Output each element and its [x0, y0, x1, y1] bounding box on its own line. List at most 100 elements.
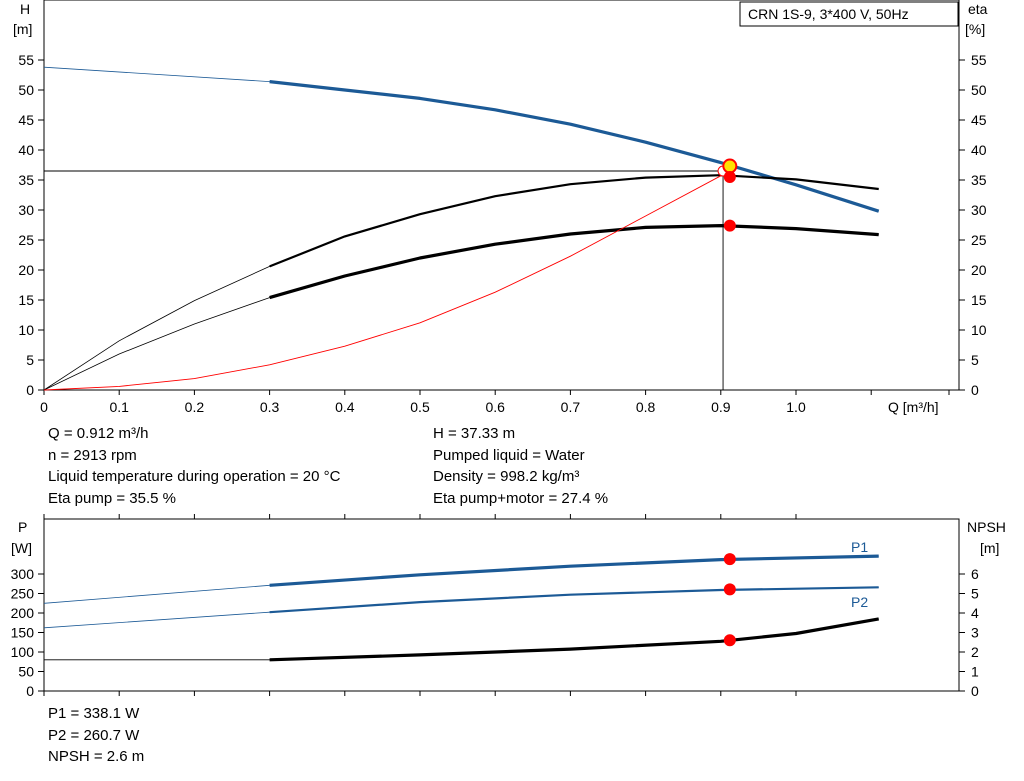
top-y-tick-label-right: 50 [971, 82, 987, 98]
info-head: H = 37.33 m [433, 425, 516, 442]
top-y-tick-label-left: 50 [18, 82, 34, 98]
bottom-y-tick-label-left: 200 [11, 605, 35, 621]
top-y-tick-label-left: 25 [18, 232, 34, 248]
curve-H-thin [43, 66, 879, 212]
info-npsh: NPSH = 2.6 m [48, 748, 145, 765]
bottom-y-tick-label-left: 50 [18, 664, 34, 680]
bottom-y-tick-label-left: 0 [26, 683, 34, 699]
bottom-y2-tick-label-right: 5 [971, 586, 979, 602]
curve-p2 [269, 586, 879, 614]
info-flow: Q = 0.912 m³/h [48, 425, 149, 442]
info-density: Density = 998.2 kg/m³ [433, 468, 580, 485]
top-y-tick-label-left: 35 [18, 172, 34, 188]
bottom-y-tick-label-left: 250 [11, 586, 35, 602]
bottom-operating-markers [723, 553, 736, 647]
top-y-tick-label-right: 0 [971, 382, 979, 398]
top-x-tick-label: 0.1 [109, 399, 129, 415]
bottom-y2-tick-label-right: 6 [971, 566, 979, 582]
bottom-y2-tick-label-right: 3 [971, 625, 979, 641]
npsh-marker [723, 634, 736, 647]
bottom-y-tick-label-left: 300 [11, 566, 35, 582]
top-y-tick-label-right: 25 [971, 232, 987, 248]
top-y-tick-label-left: 30 [18, 202, 34, 218]
top-x-tick-label: 0.3 [260, 399, 280, 415]
top-left-axis-title: H [20, 1, 30, 17]
bottom-grid [38, 514, 965, 696]
bottom-plot-frame [43, 518, 960, 692]
top-y-tick-label-right: 45 [971, 112, 987, 128]
top-y-tick-label-left: 20 [18, 262, 34, 278]
top-grid [38, 59, 965, 395]
curve-p1-thin [43, 555, 879, 604]
series-label-p2: P2 [851, 594, 868, 610]
top-left-axis-unit: [m] [13, 21, 32, 37]
top-y-tick-label-left: 55 [18, 52, 34, 68]
top-y-tick-label-left: 0 [26, 382, 34, 398]
top-y-tick-label-left: 40 [18, 142, 34, 158]
curve-eta-total [269, 224, 879, 300]
eta-pump-marker [723, 171, 736, 183]
top-x-tick-label: 0 [40, 399, 48, 415]
legend-box-frame [739, 1, 959, 27]
bottom-left-axis-unit: [W] [11, 540, 32, 556]
top-y-tick-label-left: 5 [26, 352, 34, 368]
top-plot-frame [43, 0, 960, 391]
top-y-tick-label-left: 10 [18, 322, 34, 338]
top-y-tick-label-right: 40 [971, 142, 987, 158]
top-x-tick-label: 0.9 [711, 399, 731, 415]
bottom-right-axis-title: NPSH [967, 519, 1006, 535]
bottom-y2-tick-label-right: 0 [971, 683, 979, 699]
info-speed: n = 2913 rpm [48, 446, 137, 464]
bottom-y2-tick-label-right: 4 [971, 605, 979, 621]
top-x-tick-label: 0.8 [636, 399, 656, 415]
info-liquid: Pumped liquid = Water [433, 446, 585, 464]
curve-eta-pump-thin [43, 174, 879, 391]
top-curves [43, 66, 880, 391]
top-x-tick-label: 0.5 [410, 399, 430, 415]
top-y-tick-label-right: 30 [971, 202, 987, 218]
top-x-tick-label: 0.2 [185, 399, 205, 415]
info-temperature: Liquid temperature during operation = 20… [48, 468, 341, 485]
curve-npsh [269, 617, 879, 662]
eta-total-marker [723, 219, 736, 232]
top-y-tick-label-left: 15 [18, 292, 34, 308]
bottom-y2-tick-label-right: 2 [971, 644, 979, 660]
duty-point-marker [722, 158, 738, 174]
curve-eta-pump [269, 174, 879, 268]
info-p1: P1 = 338.1 W [48, 705, 140, 722]
curve-H [269, 80, 880, 213]
info-eta-pump: Eta pump = 35.5 % [48, 489, 176, 507]
top-y-tick-label-right: 5 [971, 352, 979, 368]
top-x-tick-label: 1.0 [786, 399, 806, 415]
bottom-y-tick-label-left: 100 [11, 644, 35, 660]
top-y-tick-label-right: 20 [971, 262, 987, 278]
legend-box-text: CRN 1S-9, 3*400 V, 50Hz [748, 6, 909, 22]
p1-marker [723, 553, 736, 566]
top-y-tick-label-left: 45 [18, 112, 34, 128]
info-eta-total: Eta pump+motor = 27.4 % [433, 489, 609, 507]
series-label-p1: P1 [851, 539, 868, 555]
top-y-tick-label-right: 10 [971, 322, 987, 338]
curve-p1 [269, 554, 879, 587]
info-col-right: H = 37.33 m Pumped liquid = Water Densit… [433, 423, 608, 509]
bottom-y2-tick-label-right: 1 [971, 664, 979, 680]
bottom-left-axis-title: P [18, 519, 27, 535]
top-x-tick-label: 0.7 [561, 399, 581, 415]
info-power: P1 = 338.1 W P2 = 260.7 W NPSH = 2.6 m [48, 703, 144, 768]
top-y-tick-label-right: 15 [971, 292, 987, 308]
top-operating-markers [717, 158, 738, 232]
top-x-tick-label: 0.6 [485, 399, 505, 415]
top-right-axis-unit: [%] [965, 21, 985, 37]
bottom-curves [43, 554, 879, 662]
top-y-tick-label-right: 35 [971, 172, 987, 188]
bottom-y-tick-label-left: 150 [11, 625, 35, 641]
top-right-axis-title: eta [968, 1, 988, 17]
info-p2: P2 = 260.7 W [48, 726, 140, 744]
top-x-tick-label: 0.4 [335, 399, 355, 415]
bottom-tick-labels: 0 50 100 150 200 250 300 0 1 2 3 4 5 6 P1 P2 [11, 539, 979, 699]
bottom-right-axis-unit: [m] [980, 540, 999, 556]
curve-system-curve [43, 170, 731, 391]
p2-marker [723, 583, 736, 596]
